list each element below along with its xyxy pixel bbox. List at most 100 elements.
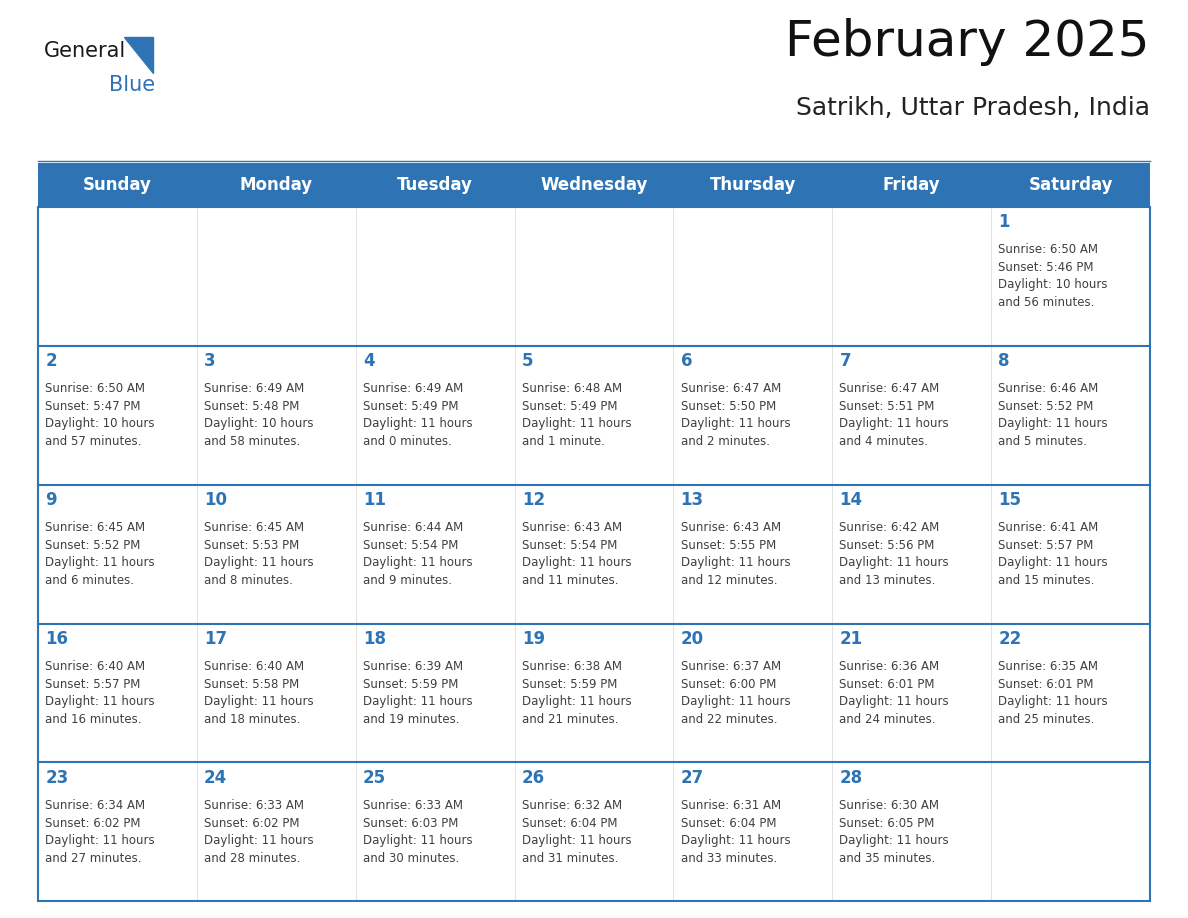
Text: 22: 22	[998, 630, 1022, 648]
Bar	[833, 485, 991, 623]
Bar	[38, 207, 197, 345]
Text: Sunrise: 6:47 AM
Sunset: 5:50 PM
Daylight: 11 hours
and 2 minutes.: Sunrise: 6:47 AM Sunset: 5:50 PM Dayligh…	[681, 382, 790, 448]
Text: Sunrise: 6:46 AM
Sunset: 5:52 PM
Daylight: 11 hours
and 5 minutes.: Sunrise: 6:46 AM Sunset: 5:52 PM Dayligh…	[998, 382, 1108, 448]
Text: 5: 5	[522, 352, 533, 370]
Text: 27: 27	[681, 769, 703, 787]
Text: 8: 8	[998, 352, 1010, 370]
Text: Sunrise: 6:31 AM
Sunset: 6:04 PM
Daylight: 11 hours
and 33 minutes.: Sunrise: 6:31 AM Sunset: 6:04 PM Dayligh…	[681, 800, 790, 865]
Text: Sunrise: 6:45 AM
Sunset: 5:52 PM
Daylight: 11 hours
and 6 minutes.: Sunrise: 6:45 AM Sunset: 5:52 PM Dayligh…	[45, 521, 154, 587]
Bar	[833, 763, 991, 901]
Bar	[833, 207, 991, 345]
Bar	[674, 207, 833, 345]
Text: 15: 15	[998, 491, 1022, 509]
Text: Sunrise: 6:43 AM
Sunset: 5:55 PM
Daylight: 11 hours
and 12 minutes.: Sunrise: 6:43 AM Sunset: 5:55 PM Dayligh…	[681, 521, 790, 587]
Text: Sunrise: 6:44 AM
Sunset: 5:54 PM
Daylight: 11 hours
and 9 minutes.: Sunrise: 6:44 AM Sunset: 5:54 PM Dayligh…	[362, 521, 473, 587]
Bar	[355, 345, 514, 485]
Text: Sunday: Sunday	[83, 176, 152, 194]
Bar	[833, 345, 991, 485]
Text: 3: 3	[204, 352, 215, 370]
Text: 2: 2	[45, 352, 57, 370]
Text: 13: 13	[681, 491, 703, 509]
Text: Sunrise: 6:30 AM
Sunset: 6:05 PM
Daylight: 11 hours
and 35 minutes.: Sunrise: 6:30 AM Sunset: 6:05 PM Dayligh…	[840, 800, 949, 865]
Text: 21: 21	[840, 630, 862, 648]
Text: Sunrise: 6:37 AM
Sunset: 6:00 PM
Daylight: 11 hours
and 22 minutes.: Sunrise: 6:37 AM Sunset: 6:00 PM Dayligh…	[681, 660, 790, 726]
Text: 24: 24	[204, 769, 227, 787]
Text: Satrikh, Uttar Pradesh, India: Satrikh, Uttar Pradesh, India	[796, 96, 1150, 120]
Text: General: General	[44, 41, 126, 62]
Bar	[991, 485, 1150, 623]
Text: Sunrise: 6:49 AM
Sunset: 5:49 PM
Daylight: 11 hours
and 0 minutes.: Sunrise: 6:49 AM Sunset: 5:49 PM Dayligh…	[362, 382, 473, 448]
Text: Sunrise: 6:50 AM
Sunset: 5:47 PM
Daylight: 10 hours
and 57 minutes.: Sunrise: 6:50 AM Sunset: 5:47 PM Dayligh…	[45, 382, 154, 448]
Text: 26: 26	[522, 769, 545, 787]
Text: 23: 23	[45, 769, 69, 787]
Text: Thursday: Thursday	[709, 176, 796, 194]
Bar	[355, 763, 514, 901]
Text: Saturday: Saturday	[1029, 176, 1113, 194]
Bar	[38, 763, 197, 901]
Text: 4: 4	[362, 352, 374, 370]
Bar	[38, 623, 197, 763]
Text: Sunrise: 6:50 AM
Sunset: 5:46 PM
Daylight: 10 hours
and 56 minutes.: Sunrise: 6:50 AM Sunset: 5:46 PM Dayligh…	[998, 243, 1107, 308]
Bar	[355, 207, 514, 345]
Bar	[355, 485, 514, 623]
Text: Sunrise: 6:48 AM
Sunset: 5:49 PM
Daylight: 11 hours
and 1 minute.: Sunrise: 6:48 AM Sunset: 5:49 PM Dayligh…	[522, 382, 631, 448]
Bar	[833, 623, 991, 763]
Text: Sunrise: 6:45 AM
Sunset: 5:53 PM
Daylight: 11 hours
and 8 minutes.: Sunrise: 6:45 AM Sunset: 5:53 PM Dayligh…	[204, 521, 314, 587]
Bar	[991, 207, 1150, 345]
Bar	[38, 485, 197, 623]
Text: Sunrise: 6:42 AM
Sunset: 5:56 PM
Daylight: 11 hours
and 13 minutes.: Sunrise: 6:42 AM Sunset: 5:56 PM Dayligh…	[840, 521, 949, 587]
Text: Sunrise: 6:40 AM
Sunset: 5:57 PM
Daylight: 11 hours
and 16 minutes.: Sunrise: 6:40 AM Sunset: 5:57 PM Dayligh…	[45, 660, 154, 726]
Text: Sunrise: 6:49 AM
Sunset: 5:48 PM
Daylight: 10 hours
and 58 minutes.: Sunrise: 6:49 AM Sunset: 5:48 PM Dayligh…	[204, 382, 314, 448]
Bar	[197, 345, 355, 485]
Text: Tuesday: Tuesday	[397, 176, 473, 194]
Text: Sunrise: 6:41 AM
Sunset: 5:57 PM
Daylight: 11 hours
and 15 minutes.: Sunrise: 6:41 AM Sunset: 5:57 PM Dayligh…	[998, 521, 1108, 587]
Bar	[514, 763, 674, 901]
Text: Wednesday: Wednesday	[541, 176, 647, 194]
Bar	[197, 485, 355, 623]
Text: Sunrise: 6:43 AM
Sunset: 5:54 PM
Daylight: 11 hours
and 11 minutes.: Sunrise: 6:43 AM Sunset: 5:54 PM Dayligh…	[522, 521, 631, 587]
Text: 12: 12	[522, 491, 545, 509]
Bar	[355, 623, 514, 763]
Bar	[197, 763, 355, 901]
Bar	[38, 163, 1150, 207]
Bar	[991, 763, 1150, 901]
Text: 20: 20	[681, 630, 703, 648]
Text: 11: 11	[362, 491, 386, 509]
Text: 14: 14	[840, 491, 862, 509]
Text: Sunrise: 6:36 AM
Sunset: 6:01 PM
Daylight: 11 hours
and 24 minutes.: Sunrise: 6:36 AM Sunset: 6:01 PM Dayligh…	[840, 660, 949, 726]
Text: February 2025: February 2025	[785, 18, 1150, 66]
Bar	[514, 485, 674, 623]
Text: Sunrise: 6:33 AM
Sunset: 6:02 PM
Daylight: 11 hours
and 28 minutes.: Sunrise: 6:33 AM Sunset: 6:02 PM Dayligh…	[204, 800, 314, 865]
Bar	[674, 763, 833, 901]
Text: Blue: Blue	[109, 75, 156, 95]
Text: Sunrise: 6:34 AM
Sunset: 6:02 PM
Daylight: 11 hours
and 27 minutes.: Sunrise: 6:34 AM Sunset: 6:02 PM Dayligh…	[45, 800, 154, 865]
Text: Sunrise: 6:40 AM
Sunset: 5:58 PM
Daylight: 11 hours
and 18 minutes.: Sunrise: 6:40 AM Sunset: 5:58 PM Dayligh…	[204, 660, 314, 726]
Text: 16: 16	[45, 630, 68, 648]
Bar	[991, 623, 1150, 763]
Text: 18: 18	[362, 630, 386, 648]
Bar	[514, 345, 674, 485]
Text: Monday: Monday	[240, 176, 312, 194]
Bar	[674, 485, 833, 623]
Text: Sunrise: 6:38 AM
Sunset: 5:59 PM
Daylight: 11 hours
and 21 minutes.: Sunrise: 6:38 AM Sunset: 5:59 PM Dayligh…	[522, 660, 631, 726]
Bar	[674, 623, 833, 763]
Bar	[514, 623, 674, 763]
Text: Sunrise: 6:35 AM
Sunset: 6:01 PM
Daylight: 11 hours
and 25 minutes.: Sunrise: 6:35 AM Sunset: 6:01 PM Dayligh…	[998, 660, 1108, 726]
Bar	[674, 345, 833, 485]
Text: 10: 10	[204, 491, 227, 509]
Text: Friday: Friday	[883, 176, 941, 194]
Text: 9: 9	[45, 491, 57, 509]
Text: 25: 25	[362, 769, 386, 787]
Bar	[38, 345, 197, 485]
Text: 7: 7	[840, 352, 851, 370]
Bar	[514, 207, 674, 345]
Text: Sunrise: 6:39 AM
Sunset: 5:59 PM
Daylight: 11 hours
and 19 minutes.: Sunrise: 6:39 AM Sunset: 5:59 PM Dayligh…	[362, 660, 473, 726]
Text: 28: 28	[840, 769, 862, 787]
Text: 6: 6	[681, 352, 693, 370]
Text: Sunrise: 6:32 AM
Sunset: 6:04 PM
Daylight: 11 hours
and 31 minutes.: Sunrise: 6:32 AM Sunset: 6:04 PM Dayligh…	[522, 800, 631, 865]
Text: Sunrise: 6:47 AM
Sunset: 5:51 PM
Daylight: 11 hours
and 4 minutes.: Sunrise: 6:47 AM Sunset: 5:51 PM Dayligh…	[840, 382, 949, 448]
Polygon shape	[124, 37, 153, 73]
Bar	[991, 345, 1150, 485]
Bar	[197, 623, 355, 763]
Text: 17: 17	[204, 630, 227, 648]
